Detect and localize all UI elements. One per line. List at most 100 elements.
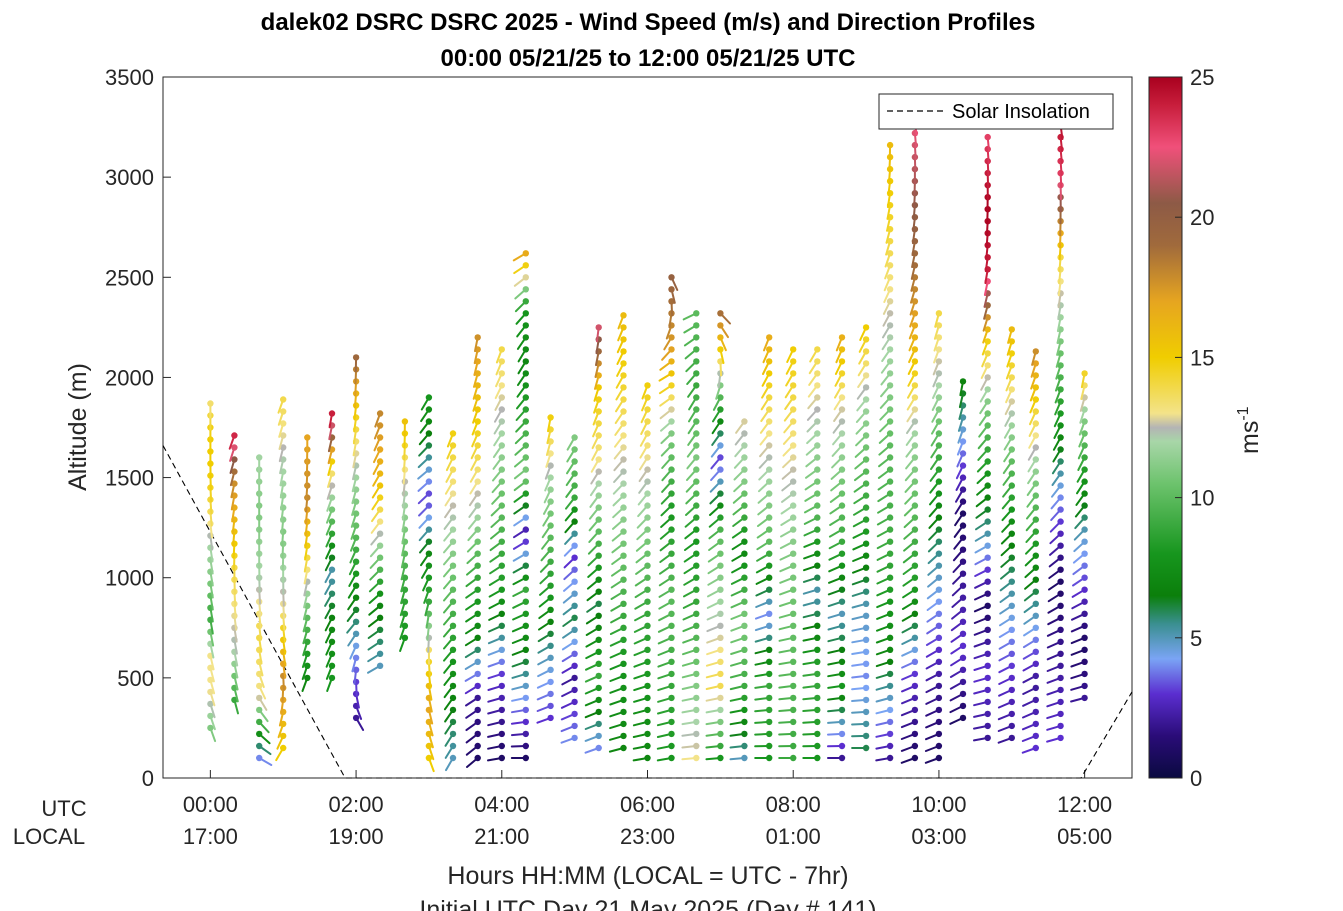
wind-barb-point <box>352 354 360 361</box>
wind-barb-point <box>693 466 700 473</box>
wind-barb-point <box>766 610 773 617</box>
colorbar-unit: ms <box>1236 421 1264 454</box>
wind-barb-point <box>984 362 991 369</box>
wind-barb-point <box>547 570 554 577</box>
wind-barb-point <box>280 444 287 451</box>
wind-barb-point <box>814 646 821 653</box>
wind-barb-point <box>935 466 943 473</box>
colorbar-tick-label: 20 <box>1190 205 1214 230</box>
wind-barb-point <box>668 598 675 605</box>
wind-barb-point <box>911 286 919 293</box>
wind-barb-point <box>644 418 651 425</box>
wind-barb-point <box>886 502 894 509</box>
wind-barb-point <box>1057 638 1064 645</box>
wind-barb-point <box>547 474 554 481</box>
x-tick-local-label: 17:00 <box>183 824 238 849</box>
wind-barb-point <box>886 370 894 377</box>
wind-barb-point <box>328 542 336 549</box>
wind-barb-point <box>935 442 943 449</box>
wind-barb-point <box>935 658 943 665</box>
wind-barb-point <box>231 468 238 475</box>
wind-barb-point <box>984 434 991 441</box>
wind-barb-point <box>474 442 481 449</box>
wind-barb-point <box>766 406 773 413</box>
wind-barb-point <box>304 638 311 645</box>
wind-barb-point <box>376 602 384 609</box>
wind-barb-point <box>474 394 481 401</box>
colorbar-tick-label: 5 <box>1190 626 1202 651</box>
wind-barb-point <box>328 494 336 501</box>
wind-barb-point <box>717 718 724 726</box>
wind-barb-point <box>935 562 943 569</box>
wind-barb-point <box>449 634 457 641</box>
wind-barb-point <box>498 622 505 629</box>
wind-barb-point <box>984 326 991 333</box>
wind-barb-point <box>959 618 967 625</box>
wind-barb-point <box>449 730 457 738</box>
wind-barb-point <box>862 660 870 667</box>
wind-barb-point <box>862 588 870 595</box>
wind-barb-point <box>620 660 627 667</box>
wind-barb-point <box>911 514 919 521</box>
wind-barb-point <box>984 398 991 405</box>
wind-barb-point <box>935 682 943 690</box>
colorbar-tick-label: 25 <box>1190 65 1214 90</box>
wind-barb-point <box>522 334 529 341</box>
wind-barb-point <box>595 468 602 475</box>
wind-barb-point <box>595 396 602 403</box>
wind-barb-point <box>959 714 967 722</box>
wind-barb-point <box>644 502 651 509</box>
wind-barb-point <box>449 562 457 569</box>
wind-barb-point <box>644 574 651 581</box>
wind-barb-point <box>522 490 529 497</box>
wind-barb-point <box>814 634 821 641</box>
wind-barb-point <box>790 586 797 593</box>
wind-barb-point <box>935 694 943 702</box>
x-tick-utc-label: 02:00 <box>329 792 384 817</box>
wind-barb-point <box>1032 540 1040 547</box>
wind-barb-point <box>425 502 433 509</box>
wind-barb-point <box>474 478 481 485</box>
wind-barb-point <box>595 420 602 427</box>
wind-barb-point <box>668 394 675 401</box>
wind-barb-point <box>790 694 797 702</box>
wind-barb-point <box>717 682 724 690</box>
wind-barb-point <box>741 694 748 702</box>
wind-barb-point <box>256 718 263 726</box>
wind-barb-point <box>620 720 627 728</box>
wind-barb-point <box>886 310 894 317</box>
wind-barb-point <box>886 274 894 281</box>
wind-barb-point <box>425 562 433 569</box>
wind-barb-point <box>595 636 602 643</box>
wind-barb-point <box>474 682 481 690</box>
wind-barb-point <box>595 432 602 439</box>
wind-barb-point <box>693 406 700 413</box>
wind-barb-point <box>838 610 846 617</box>
wind-barb-point <box>328 518 336 525</box>
wind-barb-point <box>1008 674 1015 682</box>
wind-barb-point <box>741 730 748 738</box>
wind-barb-point <box>547 606 554 613</box>
wind-barb-point <box>838 634 846 641</box>
wind-barb-point <box>959 702 967 710</box>
wind-barb-point <box>911 358 919 365</box>
wind-barb-point <box>959 558 967 565</box>
wind-barb-point <box>1008 422 1015 429</box>
wind-barb-point <box>959 606 967 613</box>
wind-barb-point <box>886 586 894 593</box>
wind-barb-point <box>838 574 846 581</box>
wind-barb-point <box>1081 574 1088 581</box>
wind-barb-point <box>838 742 846 750</box>
wind-barb-point <box>328 410 336 417</box>
colorbar-tick-label: 15 <box>1190 345 1214 370</box>
wind-barb-point <box>522 262 529 269</box>
wind-barb-point <box>1057 578 1064 585</box>
wind-barb-point <box>886 442 894 449</box>
wind-barb-point <box>814 562 821 569</box>
wind-barb-point <box>352 546 360 553</box>
wind-barb-point <box>547 534 554 541</box>
wind-barb-point <box>522 310 529 317</box>
wind-barb-point <box>984 566 991 573</box>
wind-barb-point <box>668 406 675 413</box>
wind-barb-point <box>693 502 700 509</box>
